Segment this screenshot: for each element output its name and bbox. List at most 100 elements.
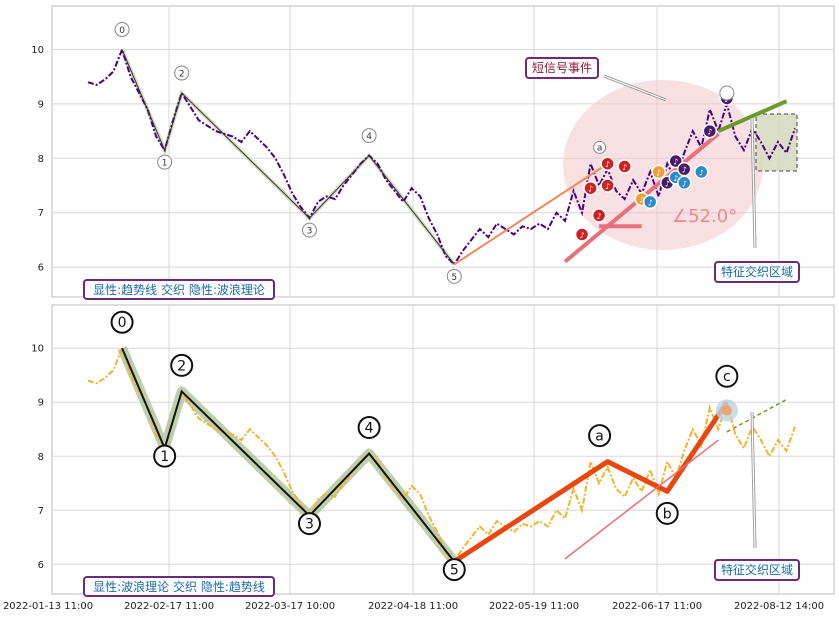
signal-marker-glyph: ♪: [648, 198, 653, 207]
top-wave-marker: [361, 128, 377, 144]
top-wave-marker: [301, 222, 317, 238]
signal-marker: [702, 123, 718, 139]
bottom-wave-line: [121, 347, 456, 563]
bottom-y-tick-label: 9: [38, 398, 44, 409]
bottom-wave-label: 0: [118, 315, 127, 331]
x-tick-label: 2022-02-17 11:00: [124, 601, 214, 612]
top-y-tick-label: 8: [38, 154, 44, 165]
bottom-wave-label: 2: [177, 358, 186, 374]
bottom-corrective-label: b: [663, 506, 672, 522]
signal-marker-glyph: ♪: [699, 168, 704, 177]
top-wave-label: 5: [451, 273, 457, 283]
signal-marker-glyph: ♪: [639, 196, 644, 205]
top-wave-marker: [114, 22, 130, 38]
bottom-wave-label: 3: [305, 517, 314, 533]
signal-marker: [591, 208, 607, 223]
top-panel: 678910012345♪♪♪♪♪♪♪♪♪♪♪♪♪♪♪♪♪a∠52.0°短信号事…: [31, 5, 835, 300]
bottom-y-tick-label: 8: [38, 452, 44, 463]
top-corrective-marker: [719, 85, 735, 101]
signal-marker-glyph: ♪: [682, 179, 687, 188]
signal-marker: [617, 159, 632, 174]
signal-marker: [677, 175, 692, 191]
top-wave-label: 2: [179, 70, 185, 80]
signal-marker: [642, 194, 658, 210]
bottom-wave-marker: [297, 512, 321, 536]
feature-zone-box: [755, 113, 798, 172]
signal-marker-glyph: ♪: [682, 166, 687, 175]
bottom-corrective-marker: [588, 424, 612, 448]
bottom-wave-marker: [110, 310, 134, 334]
signal-marker: [583, 180, 598, 196]
top-wave-marker: [446, 268, 462, 284]
top-wave-label: 1: [162, 159, 168, 169]
signal-marker-glyph: ♪: [605, 182, 610, 191]
bottom-corrective-marker: [655, 501, 679, 525]
top-wave-label: 3: [307, 227, 313, 237]
top-y-tick-label: 6: [38, 263, 44, 274]
bottom-legend-box: [83, 576, 275, 597]
signal-marker-glyph: ♪: [665, 179, 670, 188]
signal-marker-glyph: ♪: [673, 158, 678, 167]
bottom-y-tick-label: 10: [31, 344, 44, 355]
bottom-zone-dot-core: [721, 405, 732, 416]
signal-marker-glyph: ♪: [597, 212, 602, 221]
signal-marker: [574, 227, 590, 242]
top-legend: 显性:趋势线 交织 隐性:波浪理论: [93, 282, 265, 297]
top-wave-marker: [157, 154, 173, 170]
top-y-tick-label: 7: [38, 208, 44, 219]
signal-marker: [600, 156, 615, 171]
top-y-tick-label: 9: [38, 99, 44, 110]
x-tick-label: 2022-01-13 11:00: [3, 601, 93, 612]
bottom-impulse-line: [452, 400, 729, 564]
bottom-wave-label: 1: [160, 449, 169, 465]
signal-ellipse: [563, 80, 763, 250]
bottom-trendline: [564, 439, 719, 560]
signal-marker-glyph: ♪: [707, 128, 712, 137]
bottom-corrective-label: a: [595, 429, 604, 445]
bottom-wave-marker: [357, 416, 381, 440]
x-tick-label: 2022-08-12 14:00: [734, 601, 824, 612]
bottom-y-tick-label: 6: [38, 560, 44, 571]
bottom-wave-label: 4: [365, 421, 374, 437]
top-green-trendline: [717, 99, 788, 133]
signal-label: 短信号事件: [532, 61, 592, 75]
bottom-y-tick-label: 7: [38, 506, 44, 517]
bottom-corrective-label: c: [723, 369, 731, 385]
signal-marker-glyph: ♪: [579, 231, 584, 240]
top-zone-label: 特征交织区域: [721, 264, 793, 279]
angle-label: ∠52.0°: [672, 206, 737, 227]
x-tick-label: 2022-06-17 11:00: [612, 601, 702, 612]
x-tick-label: 2022-04-18 11:00: [368, 601, 458, 612]
bottom-green-trendline: [726, 398, 787, 433]
x-tick-label: 2022-05-19 11:00: [489, 601, 579, 612]
top-wave-line: [121, 49, 455, 265]
top-wave-label: 0: [119, 26, 125, 36]
top-corrective-marker: [593, 140, 607, 154]
signal-marker-glyph: ♪: [605, 160, 610, 169]
bottom-zone-label-box: [714, 559, 800, 581]
bottom-legend: 显性:波浪理论 交织 隐性:趋势线: [93, 579, 265, 594]
top-legend-box: [83, 279, 275, 300]
signal-marker: [651, 164, 666, 180]
bottom-corrective-marker: [715, 364, 739, 388]
top-wave-label: 4: [366, 132, 372, 142]
signal-marker: [600, 178, 615, 193]
bottom-wave-label: 5: [450, 563, 459, 579]
signal-marker-glyph: ♪: [673, 174, 678, 183]
signal-arrow-inner: [603, 75, 667, 101]
top-wave-marker: [174, 65, 190, 81]
bottom-wave-marker: [170, 353, 194, 377]
zone-arrow-inner: [751, 117, 756, 249]
bottom-zone-arrow-inner: [751, 411, 756, 549]
top-corrective-label: a: [597, 143, 603, 153]
top-zone-label-box: [714, 261, 800, 283]
bottom-zone-label: 特征交织区域: [721, 562, 793, 577]
bottom-wave-marker: [442, 558, 466, 582]
signal-marker-glyph: ♪: [656, 168, 661, 177]
signal-marker-glyph: ♪: [622, 163, 627, 172]
signal-marker: [694, 164, 709, 180]
bottom-wave-marker: [153, 444, 177, 468]
signal-label-box: [525, 57, 599, 79]
